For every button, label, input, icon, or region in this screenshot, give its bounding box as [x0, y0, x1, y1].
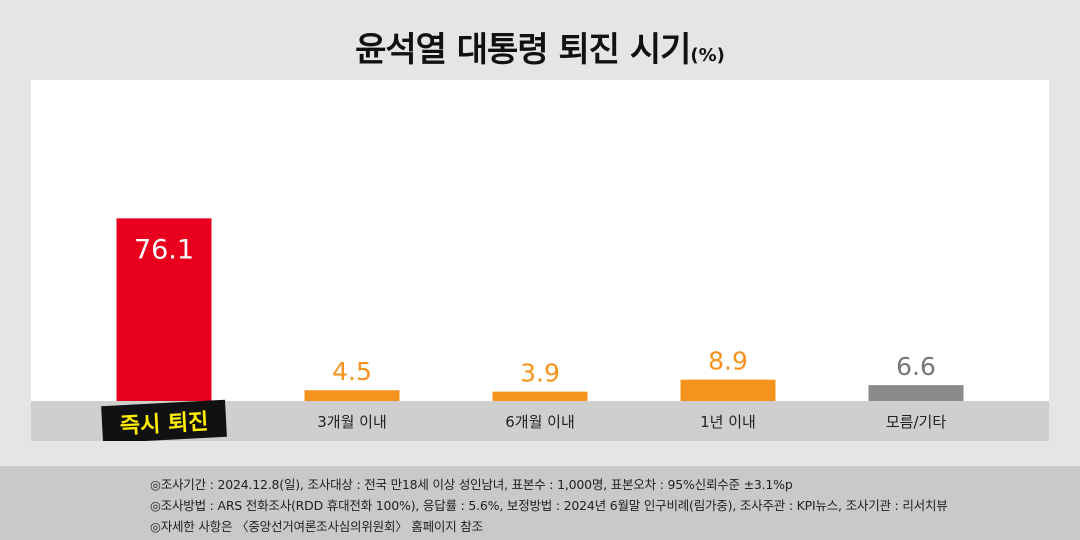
data-label-4: 6.6 — [896, 352, 936, 381]
data-label-0: 76.1 — [134, 234, 194, 265]
category-label-3: 1년 이내 — [700, 413, 756, 431]
bar-0 — [116, 218, 212, 401]
data-label-3: 8.9 — [708, 347, 748, 376]
highlight-label-background — [101, 399, 227, 441]
survey-note-period: ◎조사기간 : 2024.12.8(일), 조사대상 : 전국 만18세 이상 … — [150, 477, 793, 492]
bar-1 — [304, 390, 400, 401]
highlight-category-label: 즉시 퇴진 — [101, 399, 227, 441]
survey-note-method: ◎조사방법 : ARS 전화조사(RDD 휴대전화 100%), 응답률 : 5… — [150, 498, 948, 513]
survey-notes: ◎조사기간 : 2024.12.8(일), 조사대상 : 전국 만18세 이상 … — [0, 466, 1080, 540]
data-label-1: 4.5 — [332, 357, 372, 386]
category-label-0: 즉시 퇴진 — [119, 410, 209, 440]
chart-panel: 76.1 즉시 퇴진 4.5 3개월 이내 3.9 6개월 이내 8.9 1년 이내 6.6 모름… — [31, 80, 1049, 441]
bar-chart: 76.1 즉시 퇴진 4.5 3개월 이내 3.9 6개월 이내 8.9 1년 이내 6.6 모름… — [31, 218, 1049, 441]
category-label-2: 6개월 이내 — [505, 413, 575, 431]
category-label-1: 3개월 이내 — [317, 413, 387, 431]
data-label-2: 3.9 — [520, 359, 560, 388]
chart-title-unit: (%) — [690, 45, 725, 66]
chart-title-text: 윤석열 대통령 퇴진 시기 — [355, 30, 691, 70]
bar-3 — [680, 379, 776, 401]
bar-2 — [492, 391, 588, 401]
chart-title: 윤석열 대통령 퇴진 시기(%) — [0, 22, 1080, 72]
survey-note-reference: ◎자세한 사항은 〈중앙선거여론조사심의위원회〉 홈페이지 참조 — [150, 519, 483, 534]
bar-4 — [868, 385, 964, 401]
category-label-4: 모름/기타 — [886, 413, 946, 431]
